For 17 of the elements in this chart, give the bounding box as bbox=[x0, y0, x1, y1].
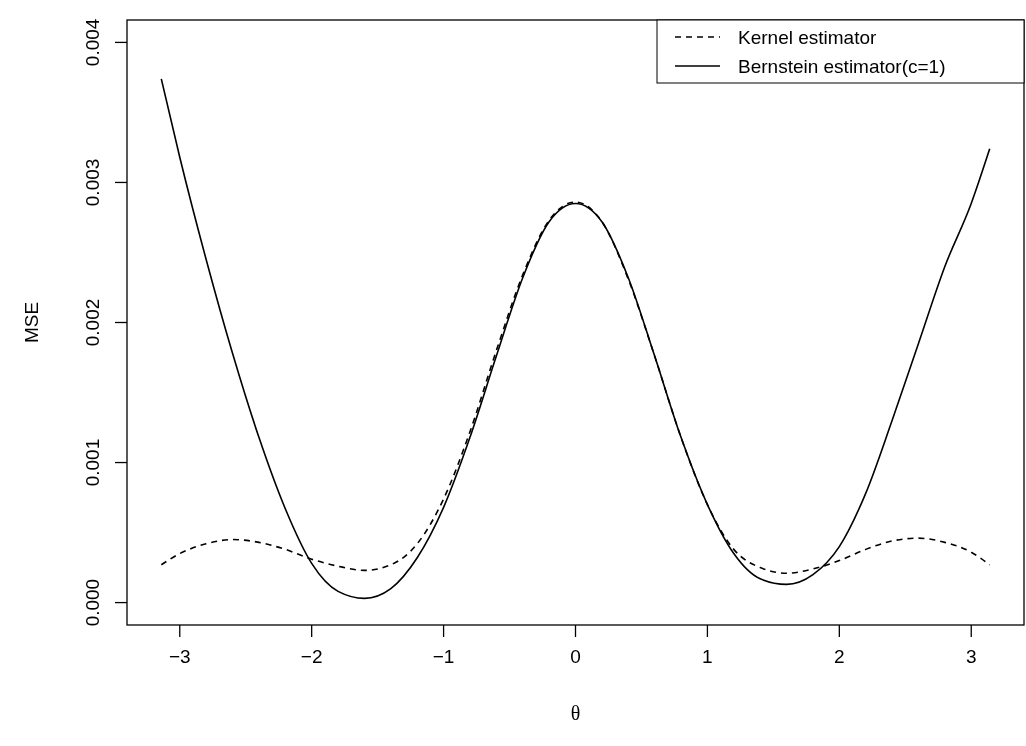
x-tick-label: −3 bbox=[168, 646, 191, 667]
y-tick-label: 0.004 bbox=[82, 18, 103, 67]
y-tick-label: 0.000 bbox=[82, 578, 103, 627]
x-tick-label: −1 bbox=[432, 646, 455, 667]
y-tick-label: 0.001 bbox=[82, 438, 103, 487]
y-axis-title: MSE bbox=[21, 301, 42, 344]
x-axis-title: θ bbox=[570, 702, 581, 724]
y-tick-label: 0.002 bbox=[82, 298, 103, 347]
x-tick-label: 0 bbox=[570, 646, 581, 667]
x-tick-label: 3 bbox=[965, 646, 977, 667]
legend-label: Kernel estimator bbox=[738, 26, 878, 48]
line-series bbox=[160, 78, 991, 600]
x-tick-label: −2 bbox=[300, 646, 323, 667]
x-tick-label: 2 bbox=[834, 646, 845, 667]
legend-label: Bernstein estimator(c=1) bbox=[738, 55, 946, 77]
y-tick-label: 0.003 bbox=[82, 158, 103, 207]
x-tick-label: 1 bbox=[702, 646, 713, 667]
